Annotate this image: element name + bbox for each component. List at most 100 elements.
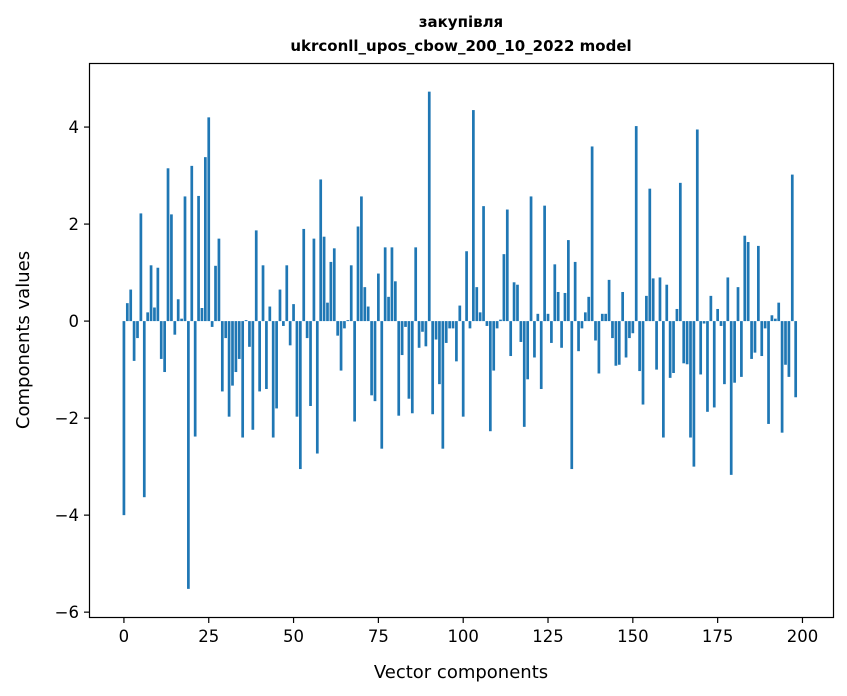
bar bbox=[261, 265, 265, 322]
bar bbox=[651, 278, 655, 322]
bar bbox=[478, 312, 482, 322]
bar bbox=[312, 238, 316, 322]
bar bbox=[366, 306, 370, 322]
bar bbox=[567, 240, 570, 322]
bar bbox=[699, 321, 703, 375]
bar bbox=[472, 110, 475, 322]
bar bbox=[750, 321, 753, 359]
bar bbox=[529, 196, 533, 322]
y-tick-label: −4 bbox=[55, 506, 79, 525]
bar bbox=[760, 321, 764, 357]
bar bbox=[746, 242, 750, 322]
bar bbox=[421, 321, 424, 332]
bar bbox=[125, 303, 129, 322]
bar bbox=[390, 247, 394, 322]
bar bbox=[122, 321, 126, 516]
bar bbox=[780, 321, 784, 433]
bar bbox=[621, 291, 625, 322]
bar bbox=[590, 146, 594, 322]
bar bbox=[153, 307, 156, 322]
bar bbox=[638, 321, 641, 372]
bar bbox=[136, 321, 139, 339]
bar bbox=[332, 248, 336, 322]
bar bbox=[370, 321, 373, 396]
bar bbox=[282, 321, 285, 326]
bar bbox=[142, 321, 146, 498]
bar bbox=[526, 321, 530, 380]
bar bbox=[763, 321, 767, 329]
bar bbox=[444, 321, 448, 343]
bar bbox=[217, 238, 221, 322]
bar bbox=[522, 321, 526, 427]
bar bbox=[614, 321, 618, 366]
bar bbox=[556, 291, 560, 322]
bar bbox=[448, 321, 451, 329]
bar bbox=[190, 165, 194, 322]
bar bbox=[685, 321, 689, 365]
bar bbox=[458, 305, 462, 322]
bar bbox=[407, 321, 411, 399]
x-axis: 0 25 50 75 100 125 150 175 200 bbox=[119, 617, 819, 646]
bar bbox=[553, 264, 557, 322]
x-tick-label: 50 bbox=[283, 627, 304, 646]
bar bbox=[570, 321, 574, 470]
bar bbox=[600, 313, 604, 322]
bar bbox=[400, 321, 404, 356]
bar bbox=[485, 321, 489, 326]
bar bbox=[519, 321, 523, 342]
bar bbox=[604, 313, 608, 322]
bar bbox=[258, 321, 261, 392]
bar bbox=[149, 265, 153, 322]
bar bbox=[292, 304, 295, 322]
bar bbox=[146, 312, 150, 322]
bar bbox=[645, 295, 648, 322]
bar bbox=[339, 321, 343, 371]
bar bbox=[129, 289, 133, 322]
bar bbox=[248, 321, 251, 347]
bar bbox=[170, 214, 173, 322]
bar bbox=[353, 321, 356, 422]
bar bbox=[380, 321, 384, 449]
bar bbox=[207, 117, 211, 322]
bar bbox=[512, 282, 516, 322]
bar bbox=[468, 321, 472, 329]
bar bbox=[583, 312, 587, 322]
bar bbox=[678, 182, 682, 322]
bar bbox=[499, 319, 502, 322]
bar bbox=[139, 213, 143, 322]
bar bbox=[254, 230, 258, 322]
bar bbox=[210, 321, 214, 327]
bar bbox=[275, 321, 278, 409]
bar bbox=[655, 321, 658, 370]
bar bbox=[723, 321, 726, 385]
y-tick-label: −6 bbox=[55, 603, 79, 622]
x-tick-label: 200 bbox=[787, 627, 819, 646]
chart-subtitle: ukrconll_upos_cbow_200_10_2022 model bbox=[290, 37, 631, 55]
bar bbox=[176, 299, 180, 322]
bar bbox=[214, 265, 217, 322]
bar bbox=[668, 321, 672, 378]
bar bbox=[393, 281, 397, 322]
bar bbox=[550, 321, 553, 343]
bar bbox=[770, 315, 774, 322]
bar bbox=[648, 188, 652, 322]
bar bbox=[709, 295, 713, 322]
bar bbox=[628, 321, 631, 339]
bar bbox=[716, 308, 719, 322]
bar bbox=[203, 157, 207, 322]
bar bbox=[740, 321, 743, 377]
bar bbox=[343, 321, 346, 329]
bar bbox=[729, 321, 733, 475]
bar bbox=[220, 321, 224, 392]
bar bbox=[363, 287, 367, 322]
bar bbox=[631, 321, 635, 334]
bar bbox=[719, 321, 723, 326]
x-tick-label: 125 bbox=[532, 627, 564, 646]
bar bbox=[234, 321, 238, 373]
bar bbox=[505, 209, 509, 322]
bar bbox=[156, 267, 160, 322]
bar bbox=[193, 321, 197, 437]
bar bbox=[577, 321, 580, 352]
bar bbox=[322, 236, 326, 322]
bar bbox=[265, 321, 268, 390]
